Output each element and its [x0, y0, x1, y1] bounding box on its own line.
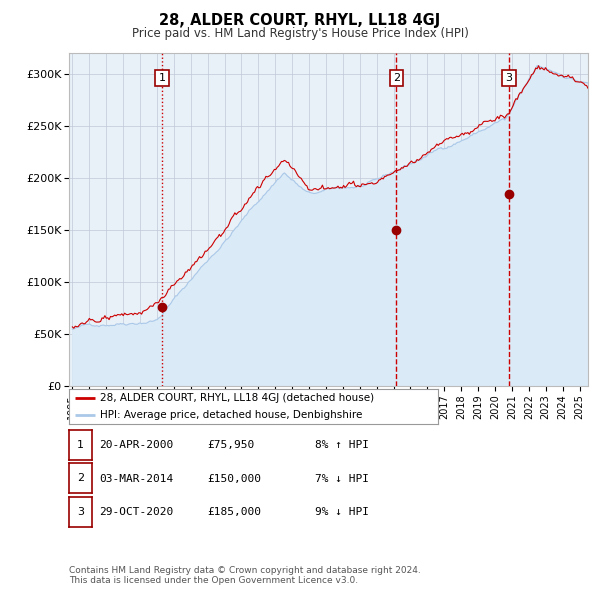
Text: 3: 3 — [77, 507, 84, 517]
Text: 9% ↓ HPI: 9% ↓ HPI — [315, 507, 369, 517]
Text: 20-APR-2000: 20-APR-2000 — [99, 440, 173, 450]
Text: Price paid vs. HM Land Registry's House Price Index (HPI): Price paid vs. HM Land Registry's House … — [131, 27, 469, 40]
Text: 28, ALDER COURT, RHYL, LL18 4GJ (detached house): 28, ALDER COURT, RHYL, LL18 4GJ (detache… — [100, 393, 374, 403]
Text: Contains HM Land Registry data © Crown copyright and database right 2024.
This d: Contains HM Land Registry data © Crown c… — [69, 566, 421, 585]
Text: 29-OCT-2020: 29-OCT-2020 — [99, 507, 173, 517]
Text: 1: 1 — [158, 73, 166, 83]
Text: 8% ↑ HPI: 8% ↑ HPI — [315, 440, 369, 450]
Text: 03-MAR-2014: 03-MAR-2014 — [99, 474, 173, 484]
Text: 7% ↓ HPI: 7% ↓ HPI — [315, 474, 369, 484]
Text: 3: 3 — [506, 73, 512, 83]
Text: 1: 1 — [77, 440, 84, 450]
Text: £150,000: £150,000 — [207, 474, 261, 484]
Text: 28, ALDER COURT, RHYL, LL18 4GJ: 28, ALDER COURT, RHYL, LL18 4GJ — [160, 13, 440, 28]
Text: £75,950: £75,950 — [207, 440, 254, 450]
Text: £185,000: £185,000 — [207, 507, 261, 517]
Text: HPI: Average price, detached house, Denbighshire: HPI: Average price, detached house, Denb… — [100, 410, 363, 420]
Text: 2: 2 — [393, 73, 400, 83]
Text: 2: 2 — [77, 473, 84, 483]
